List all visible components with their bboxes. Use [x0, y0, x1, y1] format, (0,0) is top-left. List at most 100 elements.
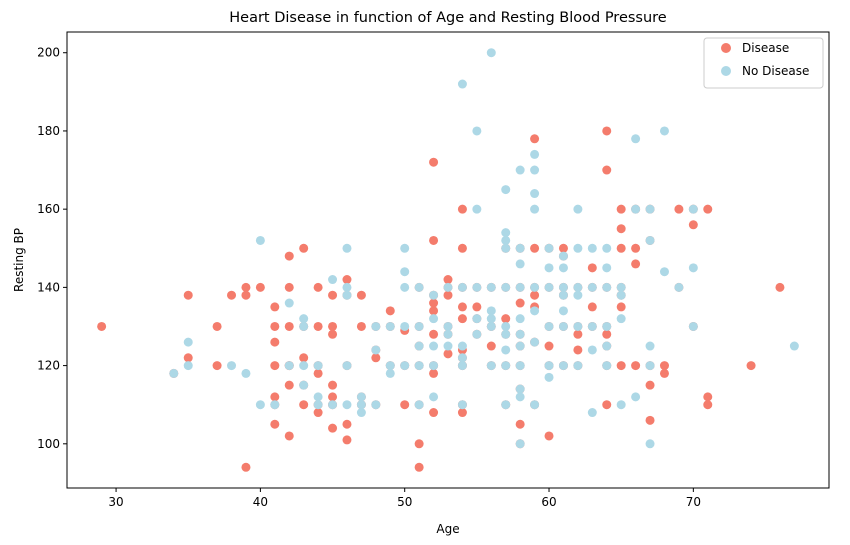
point-no-disease — [486, 321, 496, 331]
point-disease — [515, 298, 525, 308]
point-disease — [429, 306, 439, 316]
point-disease — [429, 298, 439, 308]
point-no-disease — [342, 282, 352, 292]
point-no-disease — [602, 361, 612, 371]
point-disease — [602, 400, 612, 410]
point-no-disease — [400, 267, 410, 277]
point-disease — [270, 337, 280, 347]
point-disease — [227, 290, 237, 300]
point-no-disease — [587, 282, 597, 292]
point-disease — [443, 275, 453, 285]
point-no-disease — [313, 392, 323, 402]
point-no-disease — [573, 243, 583, 253]
point-no-disease — [573, 290, 583, 300]
point-disease — [241, 290, 251, 300]
point-no-disease — [299, 314, 309, 324]
point-disease — [299, 243, 309, 253]
point-no-disease — [328, 275, 338, 285]
point-no-disease — [472, 282, 482, 292]
point-disease — [400, 400, 410, 410]
point-no-disease — [530, 306, 540, 316]
point-no-disease — [544, 282, 554, 292]
x-tick-label: 30 — [108, 495, 123, 509]
point-no-disease — [501, 235, 511, 245]
point-disease — [356, 290, 366, 300]
point-disease — [573, 329, 583, 339]
point-no-disease — [602, 243, 612, 253]
point-no-disease — [486, 314, 496, 324]
point-no-disease — [472, 204, 482, 214]
point-disease — [616, 243, 626, 253]
point-no-disease — [501, 228, 511, 238]
point-no-disease — [530, 149, 540, 159]
chart-title: Heart Disease in function of Age and Res… — [229, 10, 667, 26]
legend-marker-no-disease — [721, 66, 731, 76]
y-tick-label: 180 — [37, 124, 60, 138]
point-no-disease — [558, 282, 568, 292]
point-no-disease — [515, 243, 525, 253]
point-no-disease — [414, 282, 424, 292]
point-disease — [183, 290, 193, 300]
point-no-disease — [688, 204, 698, 214]
point-no-disease — [616, 282, 626, 292]
point-no-disease — [313, 361, 323, 371]
x-tick-label: 60 — [541, 495, 556, 509]
point-no-disease — [342, 243, 352, 253]
point-no-disease — [573, 361, 583, 371]
point-no-disease — [429, 290, 439, 300]
point-no-disease — [328, 400, 338, 410]
point-disease — [183, 353, 193, 363]
point-no-disease — [472, 329, 482, 339]
point-no-disease — [299, 321, 309, 331]
point-disease — [703, 204, 713, 214]
point-no-disease — [616, 290, 626, 300]
point-no-disease — [544, 243, 554, 253]
y-axis-label: Resting BP — [12, 228, 26, 292]
point-no-disease — [659, 126, 669, 136]
point-no-disease — [515, 439, 525, 449]
point-no-disease — [414, 341, 424, 351]
point-no-disease — [631, 392, 641, 402]
point-no-disease — [515, 259, 525, 269]
y-tick-label: 140 — [37, 280, 60, 294]
point-no-disease — [486, 361, 496, 371]
point-no-disease — [299, 361, 309, 371]
x-tick-label: 40 — [253, 495, 268, 509]
point-no-disease — [255, 400, 265, 410]
point-no-disease — [429, 341, 439, 351]
point-disease — [688, 220, 698, 230]
point-no-disease — [183, 337, 193, 347]
point-no-disease — [602, 321, 612, 331]
point-disease — [530, 243, 540, 253]
point-no-disease — [515, 329, 525, 339]
point-disease — [472, 302, 482, 312]
point-no-disease — [530, 337, 540, 347]
point-disease — [602, 165, 612, 175]
point-disease — [429, 329, 439, 339]
point-disease — [342, 419, 352, 429]
point-disease — [313, 368, 323, 378]
point-disease — [616, 361, 626, 371]
point-no-disease — [558, 306, 568, 316]
point-disease — [587, 263, 597, 273]
legend-marker-disease — [721, 43, 731, 53]
point-disease — [544, 341, 554, 351]
point-disease — [241, 282, 251, 292]
y-axis: 100 120 140 160 180 200 — [37, 46, 67, 451]
point-no-disease — [530, 400, 540, 410]
point-no-disease — [616, 400, 626, 410]
point-no-disease — [515, 314, 525, 324]
point-no-disease — [659, 267, 669, 277]
point-no-disease — [371, 345, 381, 355]
x-axis-label: Age — [436, 522, 459, 536]
point-disease — [270, 361, 280, 371]
point-no-disease — [558, 361, 568, 371]
point-disease — [631, 243, 641, 253]
point-disease — [616, 204, 626, 214]
point-no-disease — [501, 329, 511, 339]
point-no-disease — [472, 126, 482, 136]
point-no-disease — [544, 372, 554, 382]
point-disease — [356, 321, 366, 331]
point-no-disease — [645, 361, 655, 371]
point-disease — [443, 349, 453, 359]
